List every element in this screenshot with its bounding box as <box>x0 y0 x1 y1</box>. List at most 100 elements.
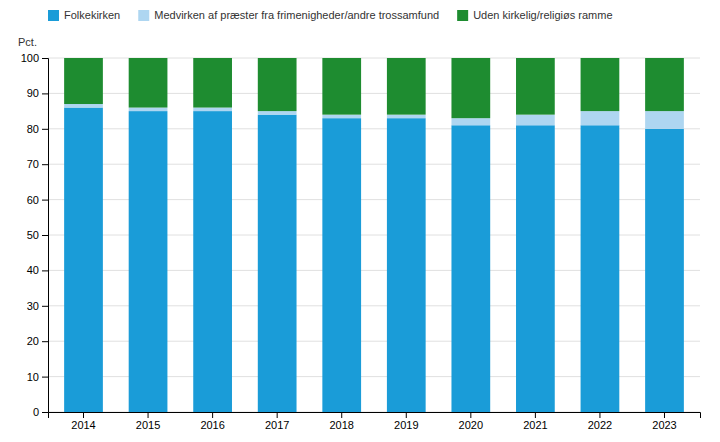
tick: 2018 <box>329 412 353 431</box>
tick: 2014 <box>71 412 95 431</box>
tick-mark <box>42 341 48 342</box>
chart: Folkekirken Medvirken af præster fra frim… <box>0 0 720 442</box>
tick-mark <box>42 412 48 413</box>
tick-label: 10 <box>27 371 39 383</box>
axis-line <box>49 413 701 419</box>
tick-mark <box>599 412 600 418</box>
bar <box>516 125 555 412</box>
bar <box>387 115 426 119</box>
bar <box>581 58 620 111</box>
tick-mark <box>470 412 471 418</box>
bar <box>645 129 684 412</box>
tick-label: 2022 <box>588 419 612 431</box>
tick-mark <box>406 412 407 418</box>
tick-mark <box>212 412 213 418</box>
tick-label: 20 <box>27 335 39 347</box>
tick-label: 2014 <box>71 419 95 431</box>
x-axis: 2014 2015 2016 2017 2018 2019 2020 2021 2022 2023 <box>49 412 701 431</box>
bar <box>258 58 297 111</box>
tick: 100 <box>21 52 48 64</box>
tick: 10 <box>27 371 48 383</box>
bars <box>64 58 684 412</box>
plot: 0102030405060708090100201420152016201720… <box>21 52 701 431</box>
tick-mark <box>277 412 278 418</box>
bar <box>193 111 232 412</box>
tick-label: 70 <box>27 158 39 170</box>
tick-mark <box>535 412 536 418</box>
tick-label: 2015 <box>136 419 160 431</box>
tick-label: 2019 <box>394 419 418 431</box>
bar <box>322 118 361 412</box>
bar <box>516 58 555 115</box>
bar <box>581 111 620 125</box>
tick: 2016 <box>200 412 224 431</box>
legend-swatch <box>138 10 149 21</box>
legend-swatch <box>48 10 59 21</box>
tick: 70 <box>27 158 48 170</box>
tick-label: 0 <box>33 406 39 418</box>
y-axis: 0 10 20 30 40 50 60 70 80 90 100 <box>21 52 49 418</box>
tick-label: 90 <box>27 87 39 99</box>
tick: 2020 <box>459 412 483 431</box>
tick: 50 <box>27 229 48 241</box>
legend-label: Uden kirkelig/religiøs ramme <box>473 9 612 21</box>
bar <box>387 58 426 115</box>
bar <box>193 58 232 108</box>
bar <box>516 115 555 126</box>
tick-label: 40 <box>27 264 39 276</box>
tick-label: 2017 <box>265 419 289 431</box>
tick: 60 <box>27 194 48 206</box>
legend-label: Medvirken af præster fra frimenigheder/a… <box>154 9 439 21</box>
tick-mark <box>42 377 48 378</box>
bar <box>64 108 103 412</box>
tick-mark <box>42 164 48 165</box>
bar <box>451 58 490 118</box>
tick-label: 60 <box>27 194 39 206</box>
tick-mark <box>42 58 48 59</box>
tick: 2022 <box>588 412 612 431</box>
tick-label: 100 <box>21 52 39 64</box>
tick-mark <box>42 93 48 94</box>
tick-label: 80 <box>27 123 39 135</box>
bar <box>322 115 361 119</box>
legend-item: Medvirken af præster fra frimenigheder/a… <box>138 9 439 21</box>
tick: 90 <box>27 87 48 99</box>
tick: 0 <box>33 406 48 418</box>
bar <box>129 108 168 112</box>
bar <box>64 104 103 108</box>
series <box>64 108 684 412</box>
tick-mark <box>42 270 48 271</box>
grid <box>48 58 700 412</box>
bar <box>451 118 490 125</box>
legend-label: Folkekirken <box>64 9 120 21</box>
tick: 80 <box>27 123 48 135</box>
tick-mark <box>341 412 342 418</box>
tick-mark <box>42 306 48 307</box>
tick-label: 30 <box>27 300 39 312</box>
bar <box>129 58 168 108</box>
bar <box>64 58 103 104</box>
tick-mark <box>42 129 48 130</box>
tick-label: 2021 <box>523 419 547 431</box>
legend: Folkekirken Medvirken af præster fra frim… <box>48 9 613 21</box>
tick: 2019 <box>394 412 418 431</box>
tick: 40 <box>27 264 48 276</box>
tick-label: 2023 <box>652 419 676 431</box>
bar <box>258 111 297 115</box>
y-axis-label: Pct. <box>18 36 37 48</box>
tick-label: 2016 <box>200 419 224 431</box>
bar <box>387 118 426 412</box>
legend-item: Folkekirken <box>48 9 120 21</box>
tick-mark <box>148 412 149 418</box>
tick: 20 <box>27 335 48 347</box>
bar <box>645 58 684 111</box>
tick-mark <box>42 235 48 236</box>
tick-label: 2020 <box>459 419 483 431</box>
bar <box>322 58 361 115</box>
tick: 2021 <box>523 412 547 431</box>
tick-mark <box>664 412 665 418</box>
tick: 2015 <box>136 412 160 431</box>
legend-item: Uden kirkelig/religiøs ramme <box>457 9 612 21</box>
bar <box>581 125 620 412</box>
bar <box>645 111 684 129</box>
